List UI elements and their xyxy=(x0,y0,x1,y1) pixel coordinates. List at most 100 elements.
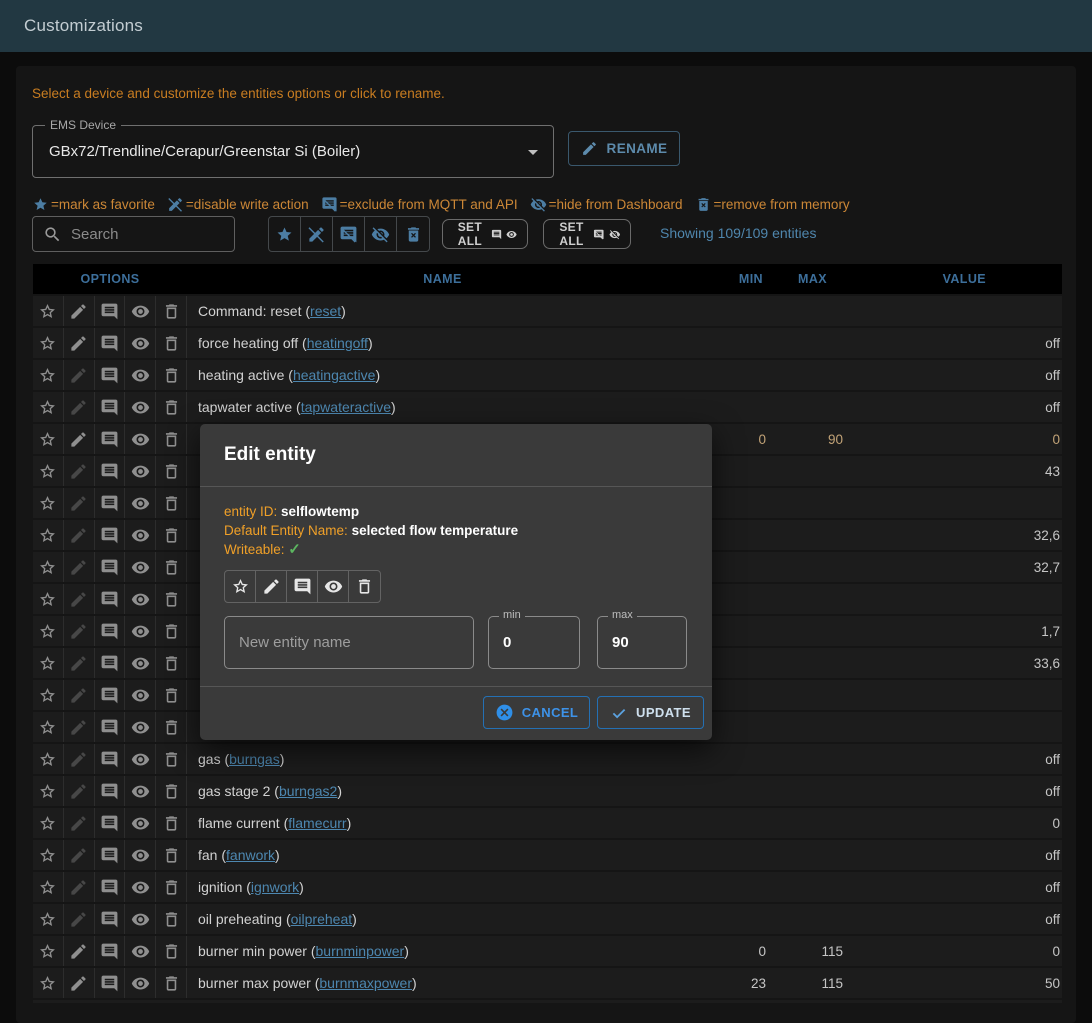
mqtt-icon[interactable] xyxy=(95,776,126,806)
visibility-icon[interactable] xyxy=(125,872,157,902)
favorite-icon[interactable] xyxy=(33,904,64,934)
mqtt-icon[interactable] xyxy=(95,424,126,454)
edit-icon[interactable] xyxy=(64,904,95,934)
entity-shortname-link[interactable]: burngas2 xyxy=(278,783,338,799)
favorite-toggle-button[interactable] xyxy=(225,571,256,602)
delete-icon[interactable] xyxy=(156,424,187,454)
max-input[interactable] xyxy=(598,617,686,668)
search-input[interactable] xyxy=(71,225,224,243)
mqtt-icon[interactable] xyxy=(95,584,126,614)
favorite-icon[interactable] xyxy=(33,616,64,646)
delete-icon[interactable] xyxy=(156,776,187,806)
favorite-icon[interactable] xyxy=(33,424,64,454)
visibility-toggle-button[interactable] xyxy=(318,571,349,602)
mqtt-icon[interactable] xyxy=(95,712,126,742)
search-field[interactable] xyxy=(32,216,235,252)
delete-icon[interactable] xyxy=(156,456,187,486)
visibility-icon[interactable] xyxy=(125,840,157,870)
edit-icon[interactable] xyxy=(64,872,95,902)
mqtt-icon[interactable] xyxy=(95,872,126,902)
favorite-icon[interactable] xyxy=(33,712,64,742)
mqtt-toggle-button[interactable] xyxy=(287,571,318,602)
write-toggle-button[interactable] xyxy=(256,571,287,602)
visibility-icon[interactable] xyxy=(125,360,157,390)
entity-name-cell[interactable]: fan (fanwork) xyxy=(198,847,280,863)
favorite-icon[interactable] xyxy=(33,776,64,806)
exclude-mqtt-toggle-button[interactable] xyxy=(333,217,365,251)
visibility-icon[interactable] xyxy=(125,520,157,550)
delete-icon[interactable] xyxy=(156,872,187,902)
entity-name-cell[interactable]: oil preheating (oilpreheat) xyxy=(198,911,357,927)
visibility-icon[interactable] xyxy=(125,808,157,838)
favorite-icon[interactable] xyxy=(33,328,64,358)
set-all-hide-button[interactable]: SET ALL xyxy=(543,219,631,249)
mqtt-icon[interactable] xyxy=(95,648,126,678)
mqtt-icon[interactable] xyxy=(95,392,126,422)
visibility-icon[interactable] xyxy=(125,296,157,326)
favorite-icon[interactable] xyxy=(33,456,64,486)
remove-memory-toggle-button[interactable] xyxy=(397,217,429,251)
visibility-icon[interactable] xyxy=(125,936,157,966)
favorite-icon[interactable] xyxy=(33,520,64,550)
new-entity-name-input[interactable] xyxy=(225,617,473,668)
favorite-icon[interactable] xyxy=(33,552,64,582)
visibility-icon[interactable] xyxy=(125,616,157,646)
mqtt-icon[interactable] xyxy=(95,744,126,774)
entity-name-cell[interactable]: flame current (flamecurr) xyxy=(198,815,352,831)
visibility-icon[interactable] xyxy=(125,648,157,678)
ems-device-select[interactable]: EMS Device GBx72/Trendline/Cerapur/Green… xyxy=(32,118,554,178)
favorite-icon[interactable] xyxy=(33,488,64,518)
entity-shortname-link[interactable]: heatingoff xyxy=(306,335,368,351)
entity-shortname-link[interactable]: fanwork xyxy=(226,847,276,863)
delete-icon[interactable] xyxy=(156,968,187,998)
visibility-icon[interactable] xyxy=(125,392,157,422)
edit-icon[interactable] xyxy=(64,392,95,422)
visibility-icon[interactable] xyxy=(125,584,157,614)
edit-icon[interactable] xyxy=(64,840,95,870)
delete-icon[interactable] xyxy=(156,328,187,358)
edit-icon[interactable] xyxy=(64,648,95,678)
visibility-icon[interactable] xyxy=(125,744,157,774)
delete-icon[interactable] xyxy=(156,296,187,326)
entity-name-cell[interactable]: Command: reset (reset) xyxy=(198,303,346,319)
rename-button[interactable]: RENAME xyxy=(568,131,680,166)
delete-icon[interactable] xyxy=(156,648,187,678)
disable-write-toggle-button[interactable] xyxy=(301,217,333,251)
favorite-icon[interactable] xyxy=(33,840,64,870)
set-all-show-button[interactable]: SET ALL xyxy=(442,219,528,249)
edit-icon[interactable] xyxy=(64,456,95,486)
favorite-icon[interactable] xyxy=(33,680,64,710)
edit-icon[interactable] xyxy=(64,552,95,582)
edit-icon[interactable] xyxy=(64,520,95,550)
mqtt-icon[interactable] xyxy=(95,488,126,518)
favorite-icon[interactable] xyxy=(33,392,64,422)
favorite-icon[interactable] xyxy=(33,648,64,678)
mqtt-icon[interactable] xyxy=(95,936,126,966)
visibility-icon[interactable] xyxy=(125,456,157,486)
entity-shortname-link[interactable]: tapwateractive xyxy=(300,399,391,415)
visibility-icon[interactable] xyxy=(125,712,157,742)
update-button[interactable]: UPDATE xyxy=(597,696,704,729)
hide-dashboard-toggle-button[interactable] xyxy=(365,217,397,251)
cancel-button[interactable]: CANCEL xyxy=(483,696,590,729)
edit-icon[interactable] xyxy=(64,776,95,806)
favorite-toggle-button[interactable] xyxy=(269,217,301,251)
entity-name-cell[interactable]: burner min power (burnminpower) xyxy=(198,943,409,959)
delete-icon[interactable] xyxy=(156,488,187,518)
edit-icon[interactable] xyxy=(64,488,95,518)
min-input[interactable] xyxy=(489,617,579,668)
visibility-icon[interactable] xyxy=(125,680,157,710)
edit-icon[interactable] xyxy=(64,744,95,774)
delete-icon[interactable] xyxy=(156,520,187,550)
mqtt-icon[interactable] xyxy=(95,328,126,358)
delete-icon[interactable] xyxy=(156,744,187,774)
mqtt-icon[interactable] xyxy=(95,680,126,710)
edit-icon[interactable] xyxy=(64,296,95,326)
favorite-icon[interactable] xyxy=(33,872,64,902)
favorite-icon[interactable] xyxy=(33,360,64,390)
entity-shortname-link[interactable]: flamecurr xyxy=(288,815,347,831)
delete-icon[interactable] xyxy=(156,616,187,646)
entity-shortname-link[interactable]: burnmaxpower xyxy=(319,975,412,991)
entity-name-cell[interactable]: gas (burngas) xyxy=(198,751,285,767)
edit-icon[interactable] xyxy=(64,328,95,358)
